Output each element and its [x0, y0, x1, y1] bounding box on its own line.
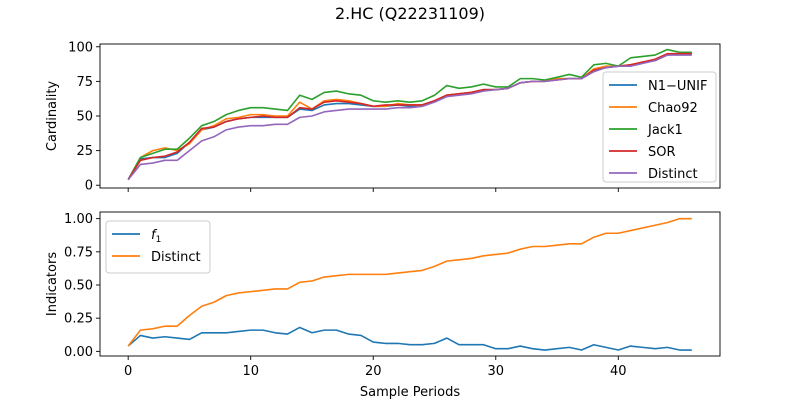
- y-tick-label: 100: [68, 40, 93, 55]
- cardinality-panel: 0 25 50 75 100 Cardinality N1−UNIF Chao92 Jack1 S…: [45, 40, 721, 194]
- series-line-1: [127, 217, 692, 347]
- x-tick-label: 40: [610, 364, 627, 379]
- y-tick-label: 50: [76, 110, 93, 125]
- axes-frame: [99, 211, 721, 357]
- legend-label: Chao92: [648, 101, 698, 116]
- figure-title: 2.HC (Q22231109): [335, 4, 485, 23]
- y-axis-label: Cardinality: [45, 81, 60, 152]
- legend-label: f1: [151, 228, 161, 245]
- legend-label: SOR: [648, 145, 676, 160]
- x-tick-label: 10: [242, 364, 259, 379]
- y-axis-label: Indicators: [45, 252, 60, 316]
- series-line-0: [127, 326, 692, 351]
- series-line-3: [127, 52, 692, 181]
- y-tick-label: 0: [85, 179, 93, 194]
- y-tick-label: 75: [76, 75, 93, 90]
- legend-label: Jack1: [647, 123, 683, 138]
- x-axis-label: Sample Periods: [360, 385, 460, 400]
- x-tick-label: 30: [487, 364, 504, 379]
- legend-label: Distinct: [648, 167, 698, 182]
- y-tick-label: 0.00: [64, 345, 93, 360]
- y-tick-label: 0.50: [64, 278, 93, 293]
- x-tick-label: 20: [365, 364, 382, 379]
- y-tick-label: 0.25: [64, 312, 93, 327]
- y-tick-label: 0.75: [64, 245, 93, 260]
- series-line-2: [127, 48, 692, 181]
- legend-box: [602, 71, 717, 183]
- x-tick-label: 0: [124, 364, 132, 379]
- legend-label: Distinct: [151, 250, 201, 265]
- legend-label: N1−UNIF: [648, 79, 707, 94]
- series-line-4: [127, 54, 692, 181]
- legend: f1 Distinct: [105, 220, 211, 274]
- legend: N1−UNIF Chao92 Jack1 SOR Distinct: [602, 71, 717, 183]
- indicators-panel: 0.00 0.25 0.50 0.75 1.00 0 10 20 30 40 Indicators f…: [45, 211, 721, 379]
- legend-box: [105, 220, 211, 274]
- y-tick-label: 1.00: [64, 212, 93, 227]
- y-tick-label: 25: [76, 144, 93, 159]
